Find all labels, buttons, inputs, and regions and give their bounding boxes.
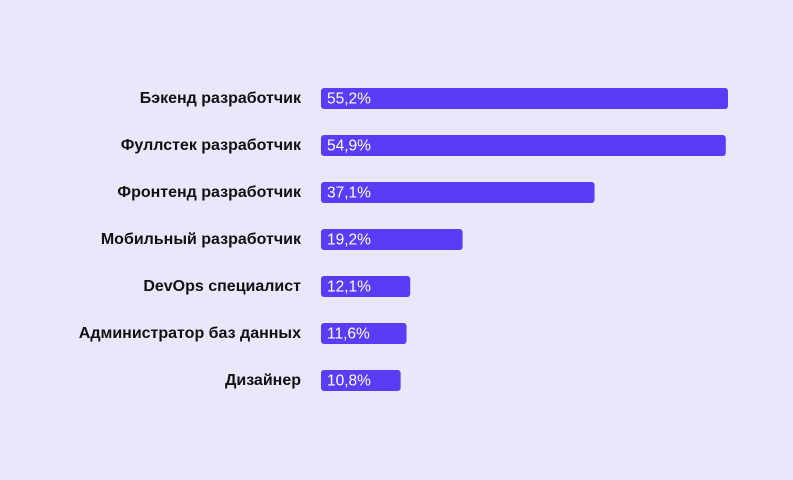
category-label-2: Фуллстек разработчик bbox=[121, 137, 302, 154]
bar-4 bbox=[321, 229, 463, 250]
value-label-5: 12,1% bbox=[327, 279, 371, 296]
category-label-7: Дизайнер bbox=[225, 372, 301, 389]
bar-7 bbox=[321, 370, 401, 391]
value-label-1: 55,2% bbox=[327, 91, 371, 108]
bar-3 bbox=[321, 182, 595, 203]
category-label-3: Фронтенд разработчик bbox=[117, 184, 302, 201]
category-label-5: DevOps специалист bbox=[143, 278, 301, 295]
value-label-2: 54,9% bbox=[327, 138, 371, 155]
bar-6 bbox=[321, 323, 407, 344]
category-label-4: Мобильный разработчик bbox=[101, 231, 302, 248]
value-label-6: 11,6% bbox=[327, 326, 370, 343]
bar-2 bbox=[321, 135, 726, 156]
bar-5 bbox=[321, 276, 411, 297]
bar-1 bbox=[321, 88, 728, 109]
category-label-6: Администратор баз данных bbox=[79, 325, 301, 342]
value-label-3: 37,1% bbox=[327, 185, 371, 202]
value-label-4: 19,2% bbox=[327, 232, 371, 249]
category-label-1: Бэкенд разработчик bbox=[140, 90, 302, 107]
value-label-7: 10,8% bbox=[327, 373, 371, 390]
bars-layer: Бэкенд разработчик 55,2% Фуллстек разработ… bbox=[79, 88, 728, 391]
